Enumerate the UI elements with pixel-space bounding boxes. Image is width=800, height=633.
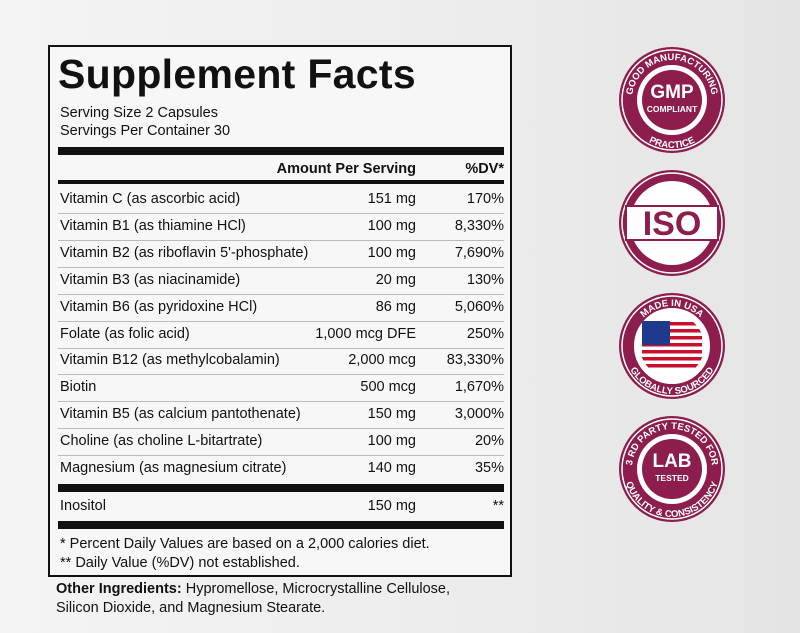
other-ingredients-text: Silicon Dioxide, and Magnesium Stearate. xyxy=(56,600,326,616)
flag-canton xyxy=(642,321,670,345)
flag-stripe xyxy=(642,322,702,326)
flag-stripe xyxy=(642,343,702,347)
nutrient-name: Vitamin B6 (as pyridoxine HCl) xyxy=(60,298,258,315)
row-separator xyxy=(58,455,504,457)
nutrient-amount: 100 mg xyxy=(367,217,416,234)
other-ingredients-text: Hypromellose, Microcrystalline Cellulose… xyxy=(185,581,451,597)
nutrient-amount: 140 mg xyxy=(367,460,416,476)
nutrient-name: Inositol xyxy=(60,497,106,514)
nutrient-amount: 150 mg xyxy=(367,406,416,423)
badge-center-text: LAB xyxy=(652,451,691,472)
nutrient-dv: ** xyxy=(492,497,504,514)
badges: GOOD MANUFACTURINGPRACTICEGMPCOMPLIANTIS… xyxy=(619,47,725,522)
flag-stripe xyxy=(642,357,702,361)
badge-ring xyxy=(621,172,723,274)
divider xyxy=(58,147,504,155)
serving-size: Serving Size 2 Capsules xyxy=(60,105,218,121)
badge-bottom-text: PRACTICE xyxy=(647,135,696,151)
badge-core xyxy=(642,439,702,499)
nutrient-dv: 250% xyxy=(466,325,504,342)
nutrient-dv: 3,000% xyxy=(454,406,504,423)
row-separator xyxy=(58,374,504,376)
row-separator xyxy=(58,266,504,268)
dv-header: %DV* xyxy=(465,161,504,177)
badge-band xyxy=(625,205,719,241)
nutrient-dv: 35% xyxy=(474,460,504,476)
divider xyxy=(58,520,504,529)
nutrient-dv: 7,690% xyxy=(454,244,504,261)
nutrient-name: Vitamin B5 (as calcium pantothenate) xyxy=(60,406,301,423)
row-separator xyxy=(58,320,504,322)
row-separator xyxy=(58,293,504,295)
nutrient-amount: 2,000 mcg xyxy=(348,352,416,369)
badge-ring xyxy=(621,418,723,520)
badge-bottom-text: PRACTICE xyxy=(647,135,696,151)
amount-header: Amount Per Serving xyxy=(276,161,416,177)
nutrient-name: Vitamin C (as ascorbic acid) xyxy=(60,191,241,207)
other-ingredients: Other Ingredients: Hypromellose, Microcr… xyxy=(56,580,450,618)
servings-per-container: Servings Per Container 30 xyxy=(60,123,231,139)
nutrient-amount: 151 mg xyxy=(367,191,416,207)
nutrient-dv: 130% xyxy=(466,271,504,288)
row-separator xyxy=(58,347,504,349)
row-separator xyxy=(58,213,504,214)
other-ingredients-label: Other Ingredients: xyxy=(56,581,182,597)
nutrient-name: Choline (as choline L-bitartrate) xyxy=(60,433,263,450)
nutrient-name: Vitamin B1 (as thiamine HCl) xyxy=(60,217,246,234)
nutrient-dv: 83,330% xyxy=(446,352,504,369)
nutrient-dv: 20% xyxy=(474,433,504,450)
nutrient-dv: 5,060% xyxy=(454,298,504,315)
nutrient-name: Magnesium (as magnesium citrate) xyxy=(60,460,287,476)
nutrient-dv: 8,330% xyxy=(454,217,504,234)
nutrient-dv: 1,670% xyxy=(454,379,504,396)
badge-center-small: COMPLIANT xyxy=(647,104,698,114)
row-separator xyxy=(58,428,504,430)
nutrient-name: Biotin xyxy=(60,379,97,396)
badge-core xyxy=(642,70,702,130)
footnote: ** Daily Value (%DV) not established. xyxy=(60,554,300,571)
nutrient-amount: 150 mg xyxy=(367,497,416,514)
flag-stripe xyxy=(642,364,702,368)
supplement-facts-panel: Supplement Facts Serving Size 2 Capsules… xyxy=(48,45,512,577)
badge-center-small: TESTED xyxy=(655,473,689,483)
flag-clip xyxy=(634,308,710,384)
badge-center-text: ISO xyxy=(643,205,702,243)
badge-center-text: GMP xyxy=(650,82,694,103)
footnote: * Percent Daily Values are based on a 2,… xyxy=(60,535,430,552)
badge-ring xyxy=(621,295,723,397)
nutrient-amount: 20 mg xyxy=(375,271,416,288)
divider xyxy=(58,483,504,492)
title: Supplement Facts xyxy=(58,51,416,97)
flag-stripe xyxy=(642,350,702,354)
row-separator xyxy=(58,401,504,403)
nutrient-amount: 100 mg xyxy=(367,244,416,261)
nutrient-amount: 86 mg xyxy=(375,298,416,315)
row-separator xyxy=(58,239,504,241)
nutrient-amount: 1,000 mcg DFE xyxy=(315,325,416,342)
flag-stripe xyxy=(642,329,702,333)
nutrient-name: Vitamin B3 (as niacinamide) xyxy=(60,271,241,288)
divider xyxy=(58,180,504,184)
nutrient-amount: 100 mg xyxy=(367,433,416,450)
nutrient-dv: 170% xyxy=(466,191,504,207)
nutrient-name: Folate (as folic acid) xyxy=(60,325,190,342)
nutrient-name: Vitamin B2 (as riboflavin 5'-phosphate) xyxy=(60,244,309,261)
badge-ring xyxy=(621,49,723,151)
flag-stripe xyxy=(642,336,702,340)
nutrient-name: Vitamin B12 (as methylcobalamin) xyxy=(60,352,280,369)
nutrient-amount: 500 mcg xyxy=(360,379,416,396)
